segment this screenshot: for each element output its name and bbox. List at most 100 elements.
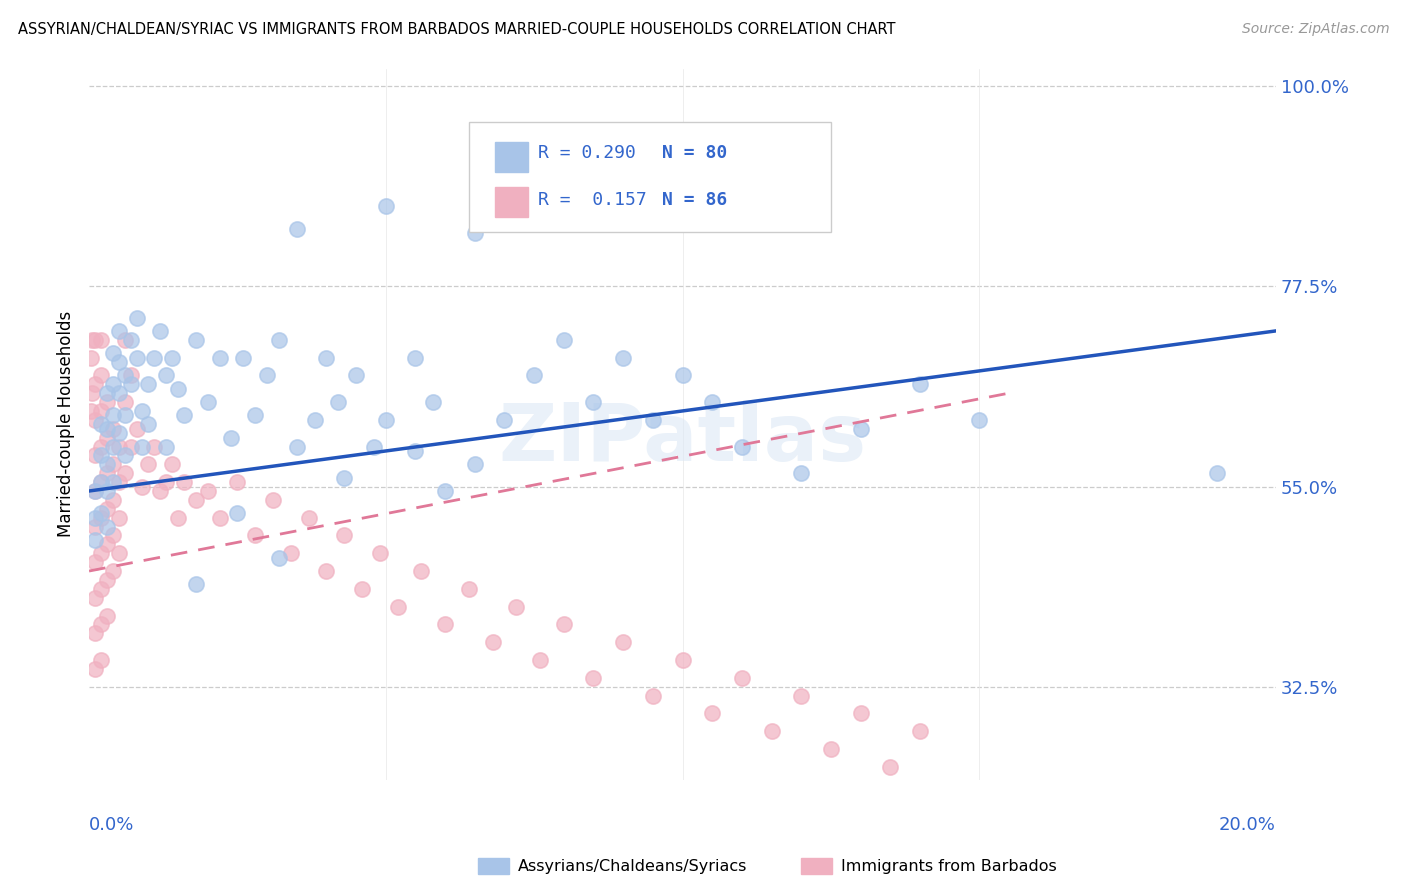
Point: [155, 368, 177, 383]
Point: [96, 467, 118, 481]
Point: [702, 395, 724, 409]
Point: [90, 546, 112, 560]
Point: [107, 510, 129, 524]
Point: [315, 564, 337, 578]
Point: [84, 626, 107, 640]
Point: [298, 510, 321, 524]
Point: [84, 662, 107, 676]
Point: [184, 577, 207, 591]
Point: [352, 582, 374, 596]
Point: [138, 377, 160, 392]
Point: [84, 555, 107, 569]
Point: [120, 333, 142, 347]
Point: [131, 479, 153, 493]
Point: [333, 528, 356, 542]
Point: [125, 351, 148, 365]
Point: [160, 351, 183, 365]
Point: [143, 440, 166, 454]
Point: [285, 221, 308, 235]
Text: R =  0.157: R = 0.157: [537, 191, 647, 209]
Point: [84, 510, 107, 524]
Point: [84, 591, 107, 605]
Point: [849, 422, 872, 436]
Point: [114, 467, 136, 481]
Point: [90, 653, 112, 667]
Point: [96, 608, 118, 623]
Point: [120, 440, 142, 454]
Point: [790, 689, 813, 703]
Text: Immigrants from Barbados: Immigrants from Barbados: [841, 859, 1056, 873]
Point: [120, 368, 142, 383]
Point: [90, 440, 112, 454]
Point: [908, 724, 931, 739]
Point: [96, 519, 118, 533]
Point: [101, 440, 124, 454]
Point: [374, 413, 396, 427]
Text: N = 80: N = 80: [662, 145, 727, 162]
Point: [114, 333, 136, 347]
Point: [280, 546, 302, 560]
Point: [226, 506, 249, 520]
Point: [197, 483, 219, 498]
Point: [612, 351, 634, 365]
Point: [96, 458, 118, 472]
Point: [80, 386, 103, 401]
Point: [84, 533, 107, 547]
Point: [96, 573, 118, 587]
Point: [101, 564, 124, 578]
Point: [641, 413, 664, 427]
Point: [101, 528, 124, 542]
Point: [967, 413, 990, 427]
Point: [197, 395, 219, 409]
Point: [304, 413, 326, 427]
Point: [908, 377, 931, 392]
Point: [96, 422, 118, 436]
Point: [80, 404, 103, 418]
Point: [80, 351, 103, 365]
Point: [464, 226, 486, 240]
Point: [96, 537, 118, 551]
Point: [267, 333, 290, 347]
Point: [731, 671, 754, 685]
Point: [167, 510, 190, 524]
Point: [84, 483, 107, 498]
Point: [107, 546, 129, 560]
Point: [107, 440, 129, 454]
Point: [101, 409, 124, 423]
Y-axis label: Married-couple Households: Married-couple Households: [58, 311, 75, 537]
Point: [101, 422, 124, 436]
Point: [90, 333, 112, 347]
Point: [363, 440, 385, 454]
Point: [328, 395, 350, 409]
Point: [90, 368, 112, 383]
Point: [494, 413, 516, 427]
Point: [114, 449, 136, 463]
Point: [149, 324, 172, 338]
Point: [125, 310, 148, 325]
Point: [101, 492, 124, 507]
Bar: [495, 143, 529, 172]
Point: [820, 742, 842, 756]
Point: [184, 492, 207, 507]
Point: [702, 706, 724, 721]
Point: [267, 550, 290, 565]
Point: [90, 506, 112, 520]
Point: [226, 475, 249, 489]
Point: [90, 617, 112, 632]
Point: [184, 333, 207, 347]
Point: [582, 395, 605, 409]
Point: [422, 395, 444, 409]
Point: [114, 368, 136, 383]
Point: [138, 417, 160, 432]
Point: [262, 492, 284, 507]
Point: [387, 599, 409, 614]
Point: [671, 653, 693, 667]
Point: [761, 724, 783, 739]
Point: [84, 413, 107, 427]
FancyBboxPatch shape: [468, 122, 831, 232]
Point: [101, 377, 124, 392]
Point: [96, 395, 118, 409]
Point: [114, 395, 136, 409]
Point: [96, 431, 118, 445]
Point: [101, 458, 124, 472]
